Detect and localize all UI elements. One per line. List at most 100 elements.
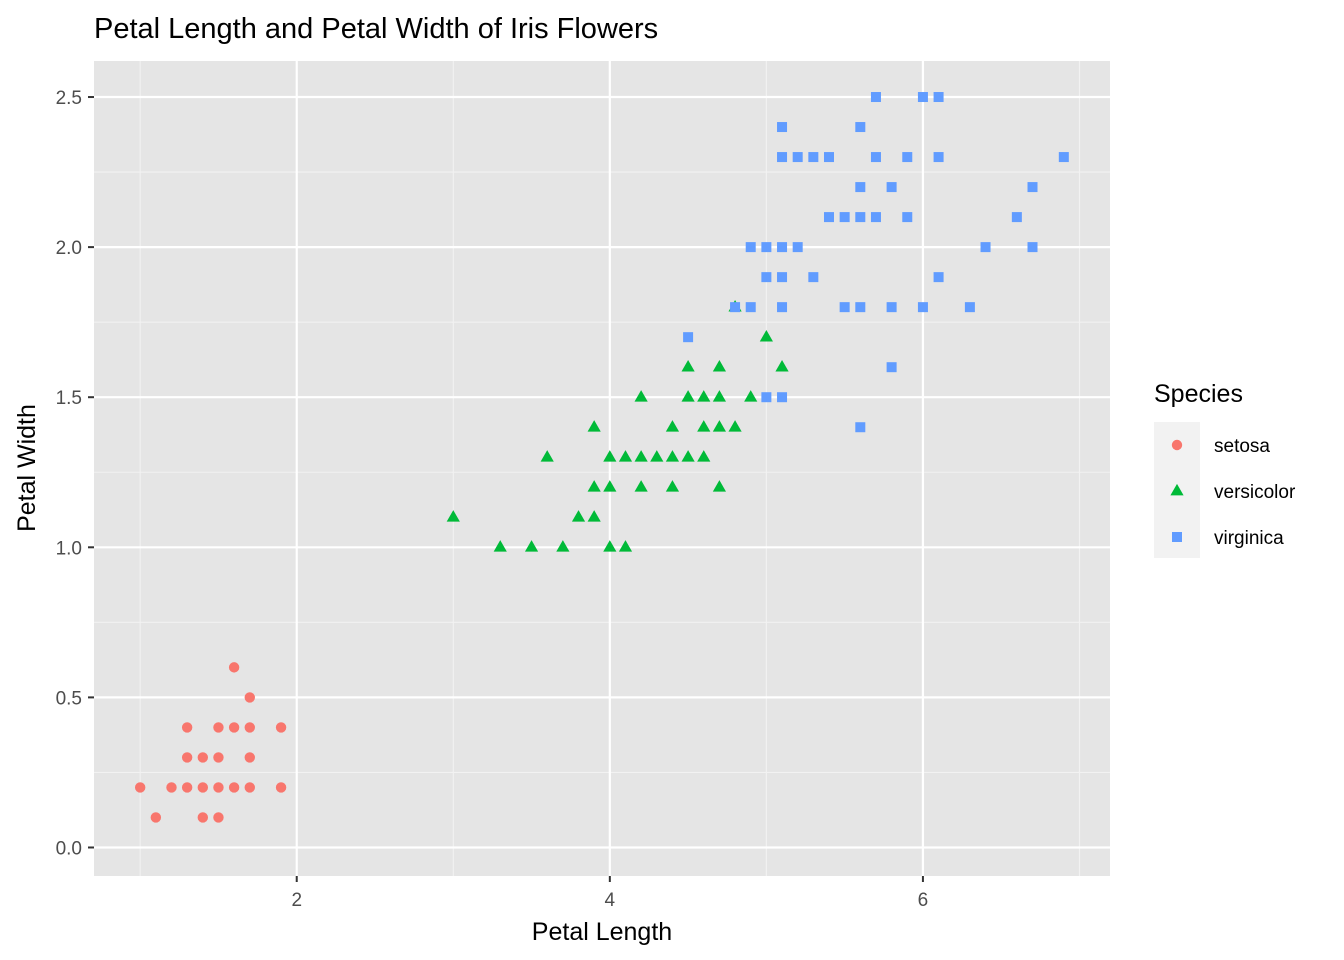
x-tick-label: 4 bbox=[605, 890, 616, 911]
grid-minor bbox=[94, 61, 1110, 876]
data-point-virginica bbox=[870, 212, 881, 223]
y-tick-label: 1.0 bbox=[56, 538, 82, 559]
data-point-setosa bbox=[213, 722, 224, 733]
data-point-virginica bbox=[683, 332, 694, 343]
legend: Species setosa versicolor virginica bbox=[1154, 380, 1296, 558]
data-point-setosa bbox=[228, 722, 240, 733]
data-point-setosa bbox=[197, 812, 209, 823]
data-point-versicolor bbox=[618, 450, 633, 462]
data-point-virginica bbox=[964, 302, 975, 313]
data-point-virginica bbox=[855, 182, 866, 193]
data-point-versicolor bbox=[634, 480, 648, 492]
data-point-virginica bbox=[933, 92, 944, 103]
legend-key-setosa bbox=[1171, 439, 1183, 451]
x-tick-label: 6 bbox=[918, 890, 929, 911]
data-point-setosa bbox=[213, 752, 224, 763]
data-point-virginica bbox=[917, 92, 928, 103]
data-point-versicolor bbox=[712, 480, 727, 492]
data-point-virginica bbox=[777, 122, 788, 133]
legend-title: Species bbox=[1154, 380, 1243, 408]
y-tick-label: 2.5 bbox=[56, 88, 82, 109]
data-point-virginica bbox=[980, 242, 991, 253]
data-point-versicolor bbox=[775, 360, 789, 372]
data-point-setosa bbox=[134, 782, 146, 793]
legend-key-virginica bbox=[1172, 532, 1182, 542]
data-point-virginica bbox=[745, 242, 756, 253]
data-point-virginica bbox=[745, 302, 756, 313]
data-point-virginica bbox=[1027, 182, 1038, 193]
data-point-virginica bbox=[902, 212, 913, 223]
data-point-versicolor bbox=[556, 540, 570, 552]
grid-major bbox=[94, 61, 1110, 876]
data-point-setosa bbox=[213, 812, 224, 823]
data-point-versicolor bbox=[665, 420, 680, 432]
data-point-virginica bbox=[839, 302, 850, 313]
data-point-versicolor bbox=[634, 450, 648, 462]
data-point-virginica bbox=[1011, 212, 1022, 223]
data-point-virginica bbox=[839, 212, 850, 223]
data-point-versicolor bbox=[728, 420, 742, 432]
data-point-virginica bbox=[902, 152, 913, 163]
data-point-virginica bbox=[777, 272, 788, 283]
plot-panel bbox=[94, 61, 1110, 876]
legend-label-virginica: virginica bbox=[1214, 528, 1284, 549]
data-point-versicolor bbox=[618, 540, 633, 552]
data-point-versicolor bbox=[759, 330, 773, 342]
data-point-versicolor bbox=[665, 450, 680, 462]
data-point-virginica bbox=[777, 242, 788, 253]
data-point-virginica bbox=[808, 272, 819, 283]
data-point-virginica bbox=[933, 272, 944, 283]
data-point-virginica bbox=[730, 302, 741, 313]
data-point-setosa bbox=[244, 692, 255, 703]
data-point-versicolor bbox=[712, 420, 727, 432]
x-tick-label: 2 bbox=[291, 890, 302, 911]
legend-label-setosa: setosa bbox=[1214, 436, 1270, 457]
data-point-versicolor bbox=[634, 390, 648, 402]
data-point-setosa bbox=[181, 782, 193, 793]
data-point-virginica bbox=[1058, 152, 1069, 163]
y-tick-label: 0.5 bbox=[56, 688, 82, 709]
data-point-virginica bbox=[933, 152, 944, 163]
data-point-versicolor bbox=[681, 450, 695, 462]
data-point-versicolor bbox=[571, 510, 586, 522]
data-point-setosa bbox=[150, 812, 162, 823]
data-point-virginica bbox=[808, 152, 819, 163]
data-point-setosa bbox=[166, 782, 177, 793]
data-point-setosa bbox=[181, 722, 193, 733]
data-point-versicolor bbox=[681, 390, 695, 402]
data-point-virginica bbox=[886, 362, 897, 373]
data-point-versicolor bbox=[681, 360, 695, 372]
x-axis-title: Petal Length bbox=[532, 918, 672, 946]
data-point-virginica bbox=[823, 152, 834, 163]
data-point-virginica bbox=[855, 122, 866, 133]
data-point-setosa bbox=[244, 722, 255, 733]
y-tick-label: 0.0 bbox=[56, 838, 82, 859]
data-point-versicolor bbox=[697, 390, 711, 402]
data-point-virginica bbox=[777, 152, 788, 163]
data-point-virginica bbox=[777, 392, 788, 403]
data-point-versicolor bbox=[446, 510, 460, 522]
data-point-versicolor bbox=[712, 360, 727, 372]
data-point-versicolor bbox=[603, 480, 617, 492]
data-point-versicolor bbox=[493, 540, 507, 552]
data-point-setosa bbox=[213, 782, 224, 793]
y-tick-label: 2.0 bbox=[56, 238, 82, 259]
data-point-virginica bbox=[761, 392, 772, 403]
data-point-virginica bbox=[917, 302, 928, 313]
data-point-versicolor bbox=[712, 390, 727, 402]
chart-title: Petal Length and Petal Width of Iris Flo… bbox=[94, 13, 658, 45]
data-point-setosa bbox=[275, 722, 287, 733]
data-point-virginica bbox=[886, 302, 897, 313]
data-point-versicolor bbox=[697, 450, 711, 462]
data-point-versicolor bbox=[540, 450, 554, 462]
data-point-versicolor bbox=[697, 420, 711, 432]
data-point-setosa bbox=[228, 782, 240, 793]
data-point-virginica bbox=[777, 302, 788, 313]
data-point-setosa bbox=[228, 662, 240, 673]
data-point-virginica bbox=[761, 272, 772, 283]
data-point-virginica bbox=[870, 92, 881, 103]
data-point-virginica bbox=[792, 242, 803, 253]
data-point-setosa bbox=[197, 752, 209, 763]
data-point-virginica bbox=[855, 212, 866, 223]
